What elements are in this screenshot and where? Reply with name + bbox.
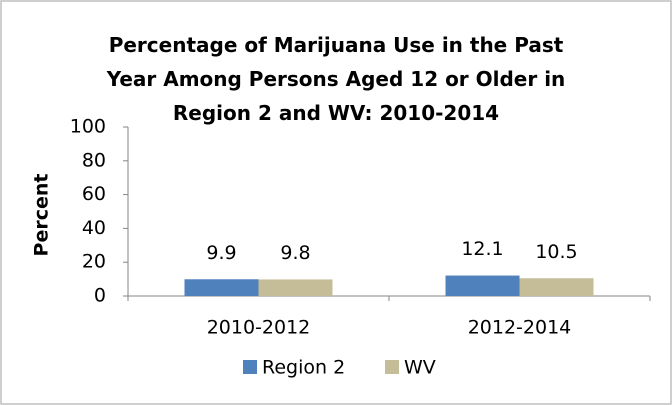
y-tick-label: 60 <box>82 183 106 205</box>
y-tick-label: 20 <box>82 251 106 273</box>
legend-swatch <box>243 360 257 374</box>
data-label: 10.5 <box>535 241 577 263</box>
y-tick-label: 40 <box>82 217 106 239</box>
x-tick-label: 2010-2012 <box>207 317 311 339</box>
chart-title: Percentage of Marijuana Use in the Past … <box>106 33 566 125</box>
y-axis-label: Percent <box>31 174 53 257</box>
bar <box>445 275 520 296</box>
y-tick-label: 100 <box>70 116 106 138</box>
data-label: 9.9 <box>206 242 236 264</box>
bar <box>519 278 594 296</box>
y-tick-label: 80 <box>82 149 106 171</box>
y-tick-label: 0 <box>94 285 106 307</box>
legend-label: Region 2 <box>262 357 345 379</box>
bar <box>184 279 259 296</box>
data-label: 12.1 <box>461 238 503 260</box>
legend-label: WV <box>404 357 436 379</box>
x-tick-label: 2012-2014 <box>468 317 572 339</box>
bar <box>258 279 333 296</box>
legend-swatch <box>385 360 399 374</box>
data-label: 9.8 <box>280 242 310 264</box>
